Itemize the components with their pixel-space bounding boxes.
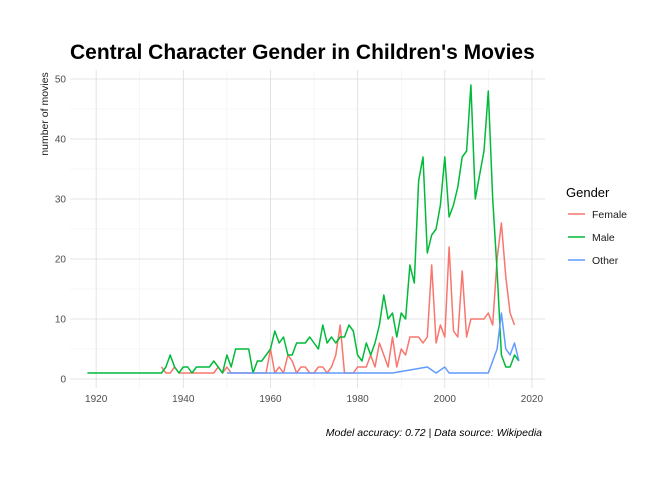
legend-label-male: Male — [592, 232, 615, 244]
y-tick-label: 30 — [55, 195, 67, 206]
legend-title: Gender — [566, 185, 610, 200]
y-tick-label: 10 — [55, 315, 67, 326]
grid — [70, 70, 545, 388]
chart-title: Central Character Gender in Children's M… — [70, 41, 535, 64]
y-tick-label: 0 — [60, 375, 66, 386]
x-tick-label: 1960 — [259, 394, 282, 405]
x-tick-label: 2020 — [521, 394, 544, 405]
series-line-female — [160, 222, 516, 374]
x-axis: 1920 1940 1960 1980 2000 2020 — [85, 394, 543, 405]
x-tick-label: 2000 — [434, 394, 457, 405]
series-line-other — [226, 312, 520, 374]
x-tick-label: 1920 — [85, 394, 108, 405]
legend-label-female: Female — [592, 209, 627, 221]
legend-label-other: Other — [592, 255, 619, 267]
series-lines — [87, 84, 520, 374]
legend: Gender Female Male Other — [566, 185, 627, 267]
y-axis: 0 10 20 30 40 50 — [55, 75, 67, 386]
x-tick-label: 1980 — [346, 394, 369, 405]
x-tick-label: 1940 — [172, 394, 195, 405]
chart-caption: Model accuracy: 0.72 | Data source: Wiki… — [326, 427, 542, 439]
series-line-male — [87, 84, 520, 374]
y-tick-label: 20 — [55, 255, 67, 266]
y-axis-title: number of movies — [39, 72, 51, 155]
y-tick-label: 50 — [55, 75, 67, 86]
y-tick-label: 40 — [55, 135, 67, 146]
